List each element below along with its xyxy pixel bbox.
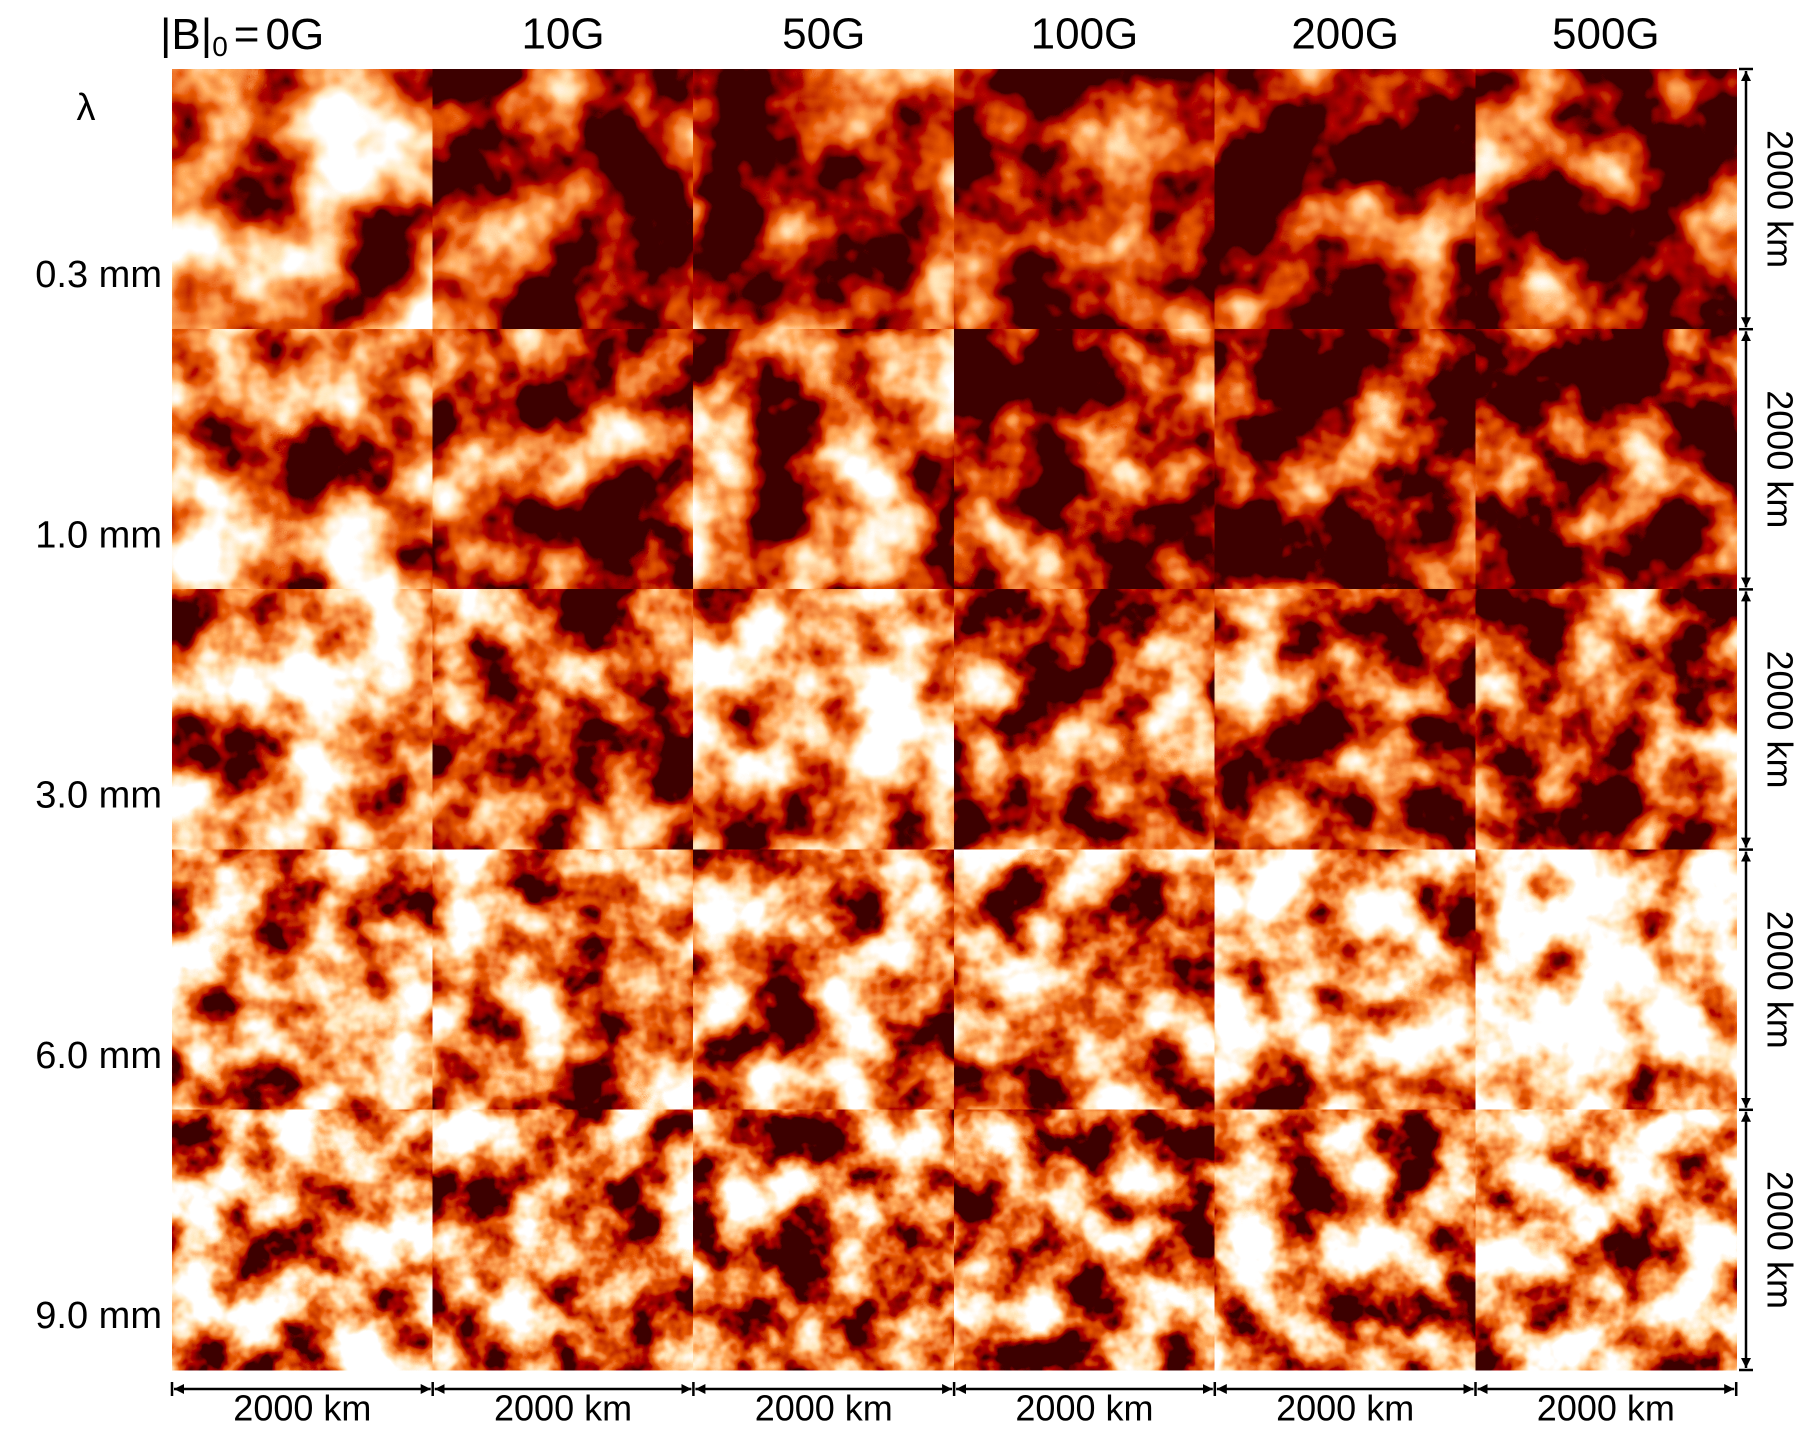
scale-label: 2000 km <box>1015 1388 1153 1429</box>
image-panel <box>693 69 955 330</box>
image-panel <box>954 329 1216 590</box>
image-panel <box>1475 589 1737 851</box>
image-panel <box>432 849 694 1111</box>
field-label: |B| <box>160 10 212 59</box>
image-panel <box>1475 69 1737 330</box>
image-panel <box>432 589 694 851</box>
image-panel <box>172 329 434 590</box>
image-panel <box>954 849 1216 1111</box>
image-panel <box>693 1109 955 1371</box>
column-label: 100G <box>1031 10 1139 59</box>
image-panel <box>1475 329 1737 590</box>
scale-label: 2000 km <box>1537 1388 1675 1429</box>
column-label: 200G <box>1291 10 1399 59</box>
field-header: |B|0 = 0G <box>160 10 324 63</box>
row-label: 3.0 mm <box>35 775 162 817</box>
scale-label: 2000 km <box>1759 650 1800 788</box>
image-panel <box>1214 69 1476 330</box>
column-label: 500G <box>1552 10 1660 59</box>
row-label: 0.3 mm <box>35 254 162 296</box>
column-label: 50G <box>782 10 865 59</box>
scale-label: 2000 km <box>1759 1171 1800 1309</box>
scale-label: 2000 km <box>1759 390 1800 528</box>
image-panel <box>432 69 694 330</box>
scale-label: 2000 km <box>1759 911 1800 1049</box>
image-panel <box>1475 849 1737 1111</box>
row-header: λ <box>77 87 96 129</box>
image-panel <box>172 1109 434 1371</box>
image-panel <box>432 329 694 590</box>
image-panel <box>693 329 955 590</box>
scale-label: 2000 km <box>755 1388 893 1429</box>
image-panel <box>172 589 434 851</box>
row-label: 1.0 mm <box>35 514 162 556</box>
image-panel <box>172 849 434 1111</box>
image-panel <box>954 1109 1216 1371</box>
equals: = <box>234 10 260 59</box>
scale-label: 2000 km <box>1759 130 1800 268</box>
field-subscript: 0 <box>212 31 228 62</box>
scale-label: 2000 km <box>233 1388 371 1429</box>
image-panel <box>1214 1109 1476 1371</box>
image-panel <box>1214 329 1476 590</box>
image-panel <box>1214 849 1476 1111</box>
image-panel <box>954 69 1216 330</box>
image-panel <box>1214 589 1476 851</box>
image-panel <box>172 69 434 330</box>
scale-label: 2000 km <box>494 1388 632 1429</box>
image-panel <box>1475 1109 1737 1371</box>
scale-label: 2000 km <box>1276 1388 1414 1429</box>
image-panel <box>954 589 1216 851</box>
image-panel <box>693 589 955 851</box>
image-panel <box>693 849 955 1111</box>
image-panel <box>432 1109 694 1371</box>
row-label: 9.0 mm <box>35 1295 162 1337</box>
column-label: 10G <box>521 10 604 59</box>
row-label: 6.0 mm <box>35 1035 162 1077</box>
column-label: 0G <box>266 10 325 59</box>
